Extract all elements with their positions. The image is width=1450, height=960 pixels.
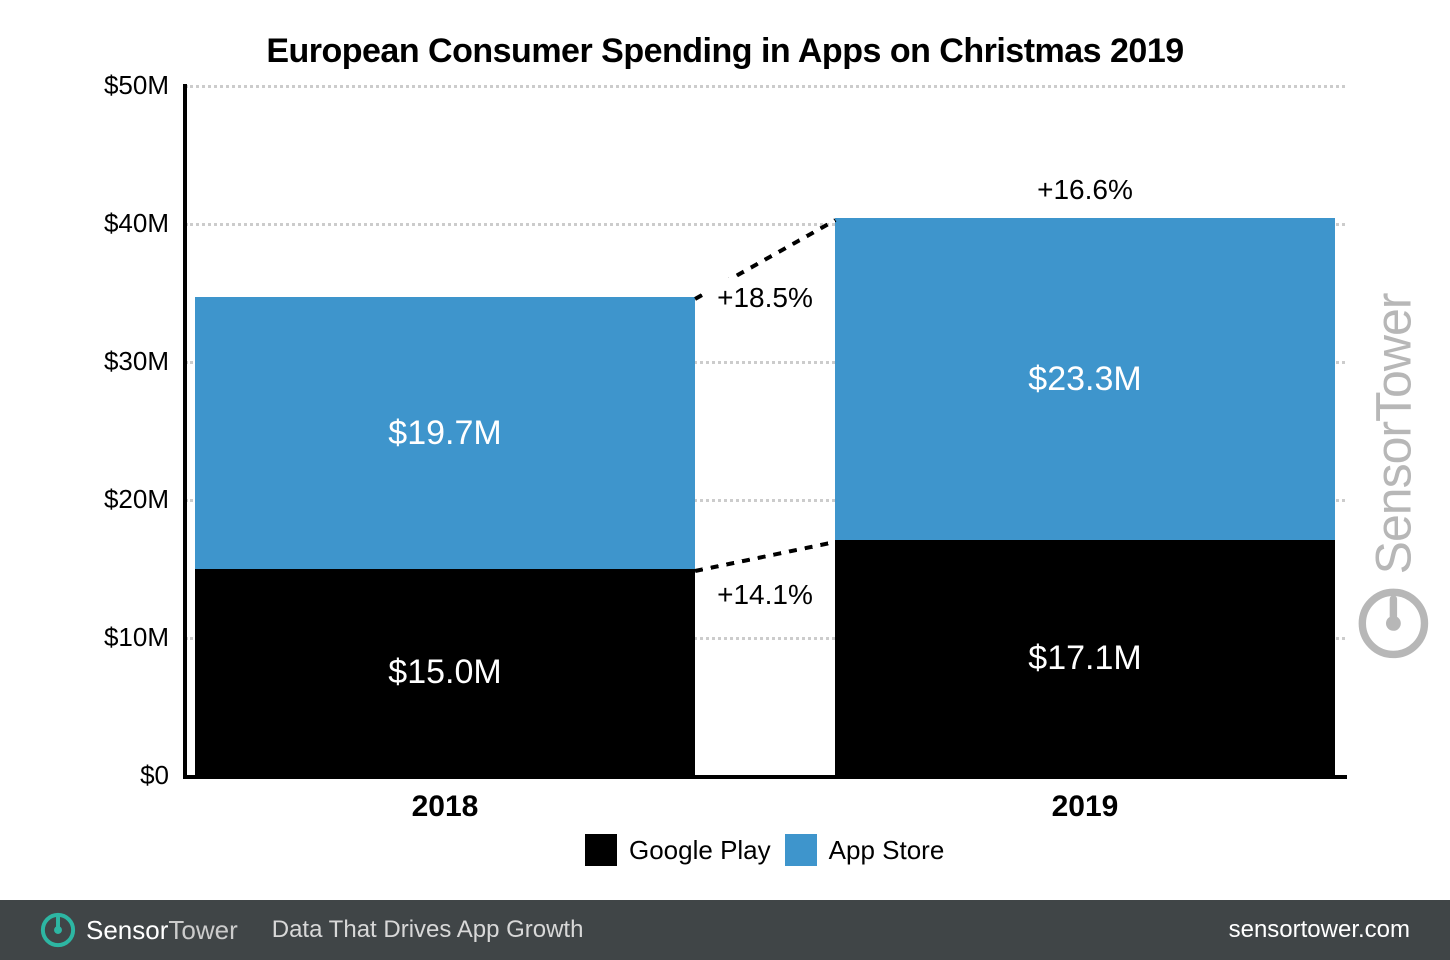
bar-segment: $23.3M xyxy=(835,218,1335,540)
x-tick-label: 2018 xyxy=(195,790,695,824)
y-axis-line xyxy=(183,84,187,778)
legend-label: Google Play xyxy=(629,835,771,866)
sensortower-icon xyxy=(40,912,76,948)
footer-brand-light: Tower xyxy=(168,915,237,945)
footer-logo: SensorTower xyxy=(40,912,238,948)
plot-area: $15.0M$19.7M $17.1M$23.3M +16.6% +14.1% +18.… xyxy=(185,86,1345,776)
y-tick-label: $20M xyxy=(49,484,169,515)
y-tick-label: $50M xyxy=(49,70,169,101)
x-tick-label: 2019 xyxy=(835,790,1335,824)
footer-bar: SensorTower Data That Drives App Growth … xyxy=(0,900,1450,960)
bar-segment: $15.0M xyxy=(195,569,695,776)
legend-label: App Store xyxy=(829,835,945,866)
footer-url: sensortower.com xyxy=(1229,916,1410,944)
watermark-text: SensorTower xyxy=(1364,294,1422,575)
legend-swatch xyxy=(785,834,817,866)
connector-label: +18.5% xyxy=(705,278,825,318)
y-tick-label: $30M xyxy=(49,346,169,377)
footer-tagline: Data That Drives App Growth xyxy=(272,916,584,944)
legend-swatch xyxy=(585,834,617,866)
connector-label: +14.1% xyxy=(705,575,825,615)
grid-line xyxy=(185,85,1345,88)
y-tick-label: $40M xyxy=(49,208,169,239)
bar-segment: $17.1M xyxy=(835,540,1335,776)
connector-line xyxy=(695,540,836,573)
legend: Google Play App Store xyxy=(585,834,944,866)
bar-top-label: +16.6% xyxy=(835,174,1335,206)
footer-brand-strong: Sensor xyxy=(86,915,168,945)
y-tick-label: $10M xyxy=(49,622,169,653)
legend-item: App Store xyxy=(785,834,945,866)
footer-brand: SensorTower xyxy=(86,915,238,946)
watermark-icon xyxy=(1356,586,1430,660)
watermark: SensorTower xyxy=(1356,294,1430,661)
chart-title: European Consumer Spending in Apps on Ch… xyxy=(0,32,1450,71)
chart-container: European Consumer Spending in Apps on Ch… xyxy=(0,0,1450,900)
y-tick-label: $0 xyxy=(49,760,169,791)
legend-item: Google Play xyxy=(585,834,771,866)
bar-segment: $19.7M xyxy=(195,297,695,569)
